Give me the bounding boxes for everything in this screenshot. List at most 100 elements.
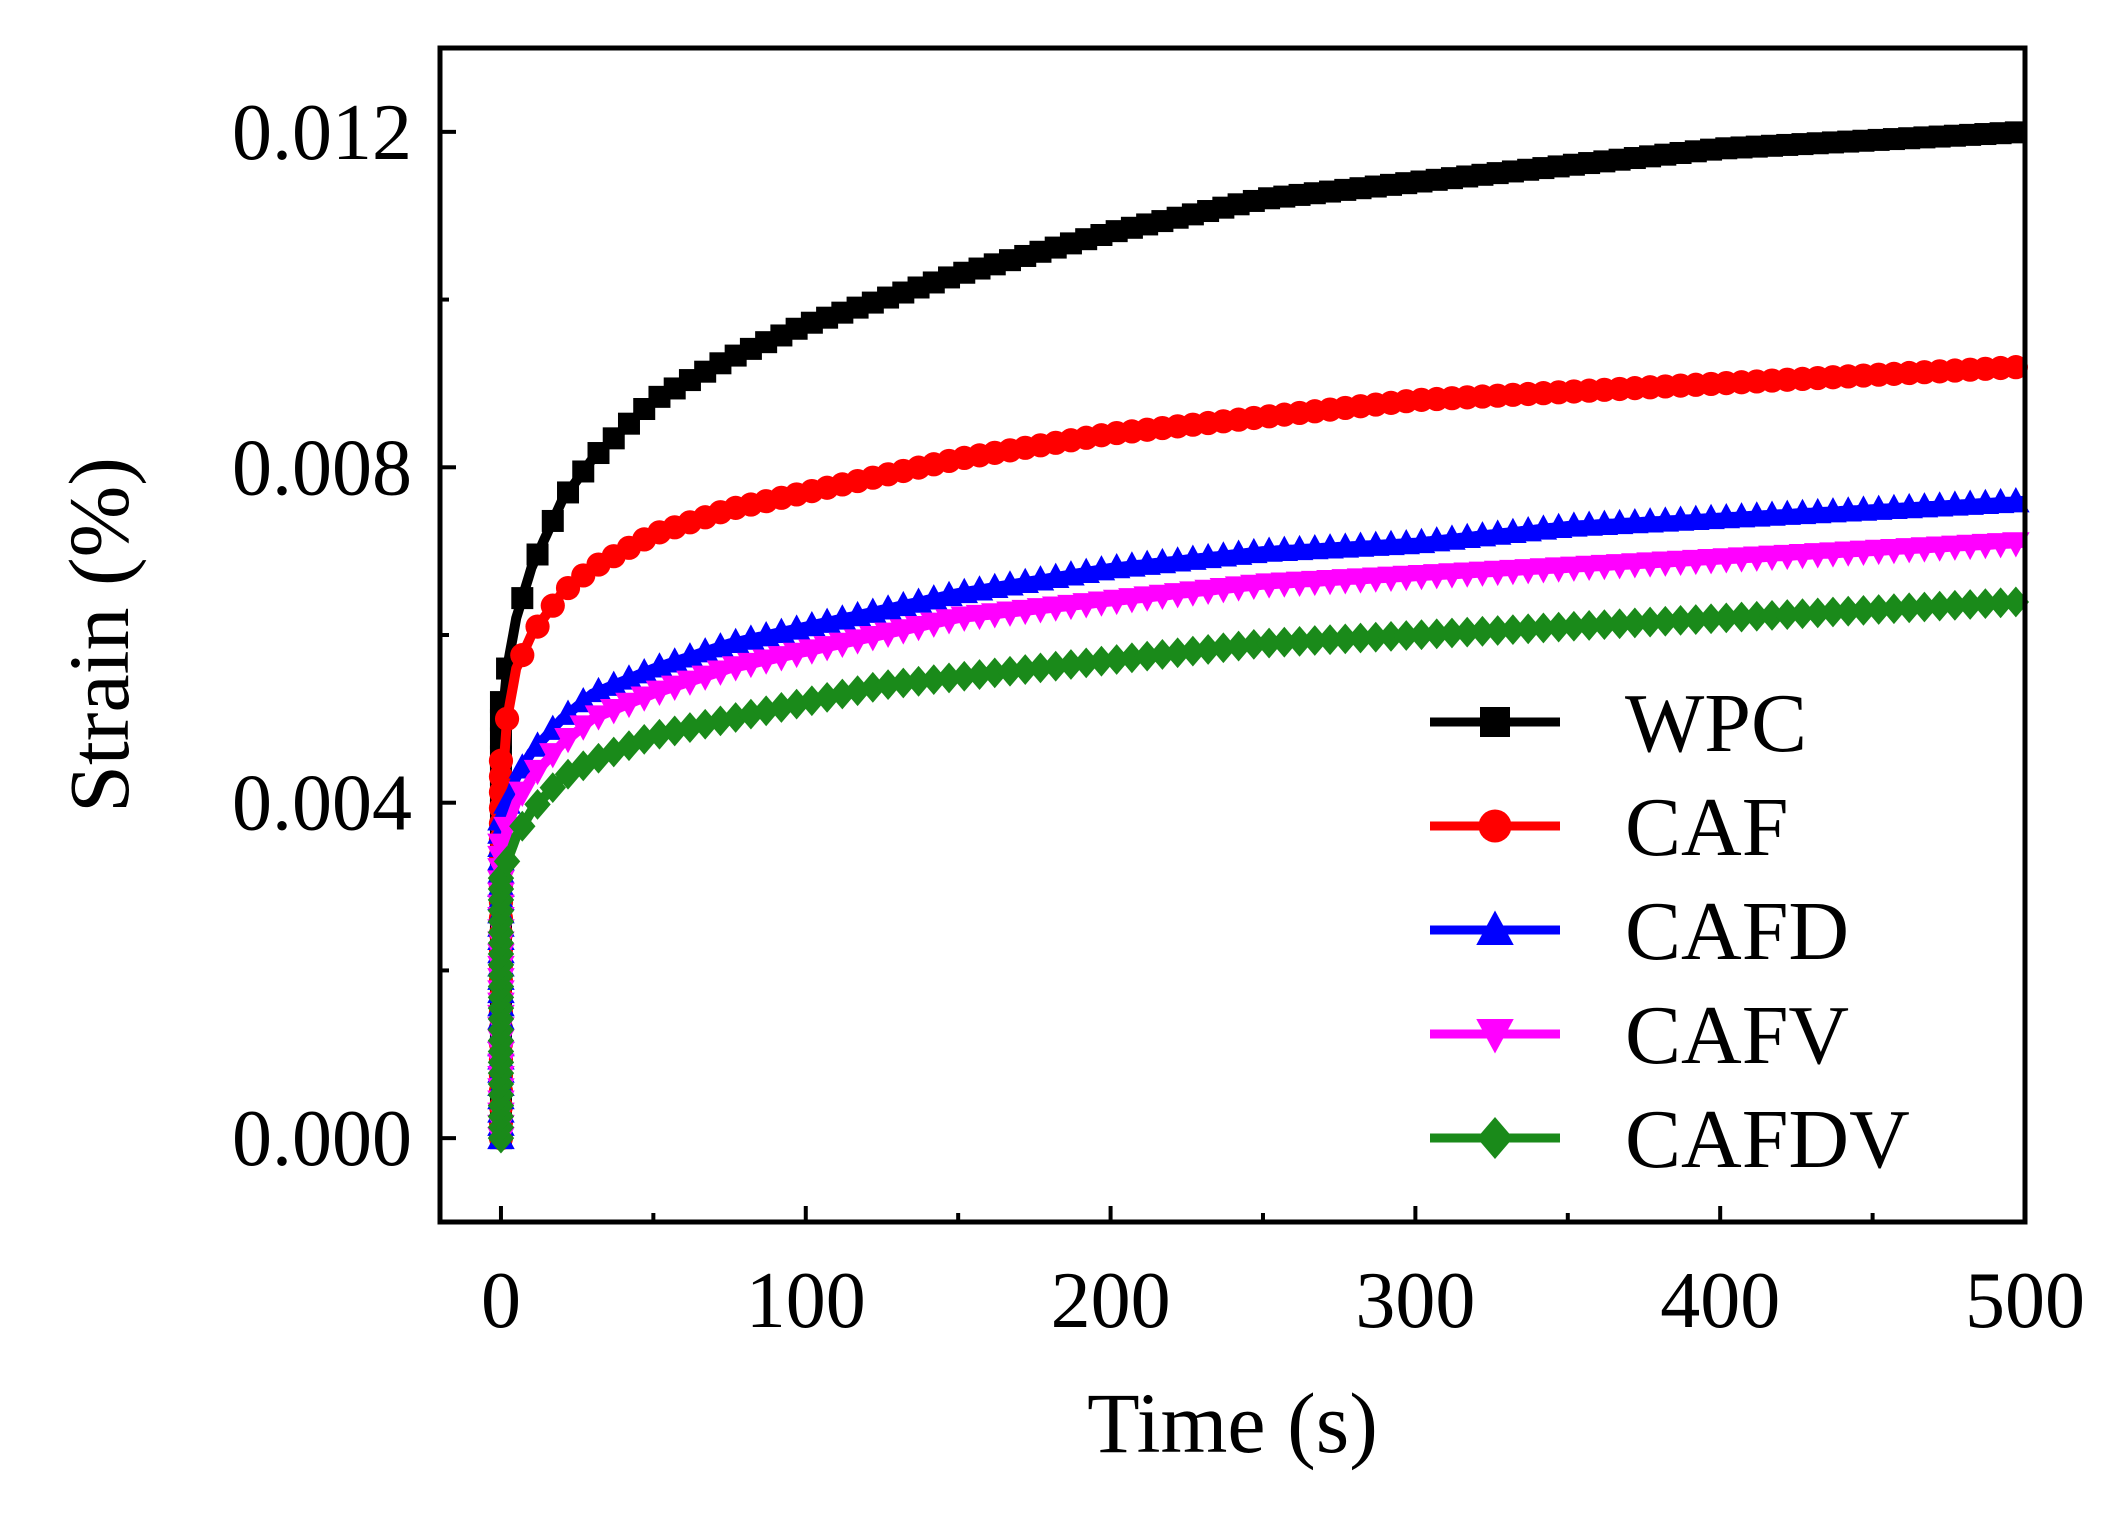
data-point [1941,589,1969,621]
data-point [706,660,735,686]
data-point [966,659,993,690]
data-point [488,748,514,773]
data-point [511,587,534,610]
data-point [493,846,521,877]
legend: WPC CAF CAFD CAFV CAFDV [1430,677,1910,1186]
data-point [981,657,1008,689]
data-point [510,643,535,668]
data-point [1179,635,1207,667]
data-point [1316,624,1344,656]
data-point [660,675,689,701]
data-point [630,686,658,712]
x-tick-label: 100 [746,1257,866,1345]
data-point [1225,630,1252,662]
data-point [1743,600,1770,632]
data-point [1133,640,1161,672]
data-point [1789,598,1816,630]
data-point [1347,622,1374,654]
legend-marker [1476,910,1514,945]
data-point [509,810,536,842]
data-point [829,678,856,710]
data-point [1088,645,1115,677]
y-tick-label: 0.012 [232,89,412,177]
data-point [1072,647,1100,679]
data-point [494,706,520,731]
data-point [1667,605,1694,636]
data-point [508,781,537,807]
data-point [1271,626,1298,658]
data-point [1865,594,1892,625]
data-point [935,662,963,694]
data-point [1652,605,1679,637]
data-point [584,705,613,731]
data-point [1012,654,1039,685]
data-point [1591,609,1618,641]
y-tick-label: 0.000 [232,1095,412,1183]
legend-item-caf: CAF [1430,781,1788,874]
data-point [600,736,627,768]
data-point [524,788,551,820]
data-point [1118,642,1146,674]
data-point [645,680,674,706]
y-axis: 0.000 0.004 0.008 0.012 [232,89,456,1183]
legend-marker [1478,809,1512,843]
data-point [1987,587,2014,619]
legend-item-wpc: WPC [1430,677,1807,770]
data-point [1682,604,1710,635]
data-point [1819,596,1847,628]
data-point [1728,601,1755,633]
data-point [1194,634,1222,665]
data-point [1911,591,1938,623]
data-point [508,753,537,779]
legend-item-cafv: CAFV [1430,989,1849,1082]
data-point [523,759,552,786]
data-point [1286,625,1313,657]
y-tick-label: 0.004 [232,760,412,848]
x-tick-label: 0 [481,1257,521,1345]
data-point [572,460,595,483]
data-point [905,665,932,697]
data-point [1362,621,1389,653]
data-point [859,671,887,703]
data-point [1774,599,1801,630]
data-point [1636,606,1664,638]
legend-label: WPC [1625,677,1807,770]
data-point [554,727,582,754]
data-point [557,481,580,504]
data-point [615,692,643,719]
data-point [1514,613,1542,645]
data-point [1484,615,1511,646]
data-point [539,772,566,804]
data-point [1454,616,1481,648]
data-point [676,712,704,743]
data-point [1469,615,1496,647]
data-point [676,670,704,696]
data-point [874,669,902,701]
data-point [1697,603,1725,635]
data-point [631,724,658,755]
data-point [2003,355,2028,380]
data-point [2004,121,2027,144]
data-point [691,665,719,691]
data-point [1972,588,1999,620]
data-point [1042,650,1069,682]
data-point [1530,612,1557,644]
data-point [1377,620,1405,652]
data-point [813,681,841,713]
legend-label: CAFV [1625,989,1849,1082]
data-point [1835,595,1862,627]
data-point [1575,610,1603,641]
series-group [487,121,2030,1154]
legend-label: CAF [1625,781,1788,874]
x-tick-label: 200 [1051,1257,1171,1345]
data-point [1057,649,1085,680]
data-point [541,509,564,532]
data-point [920,664,947,696]
data-point [1804,597,1831,629]
data-point [525,614,550,639]
x-tick-label: 300 [1355,1257,1475,1345]
data-point [1149,639,1176,670]
data-point [539,743,567,769]
data-point [1027,652,1054,684]
